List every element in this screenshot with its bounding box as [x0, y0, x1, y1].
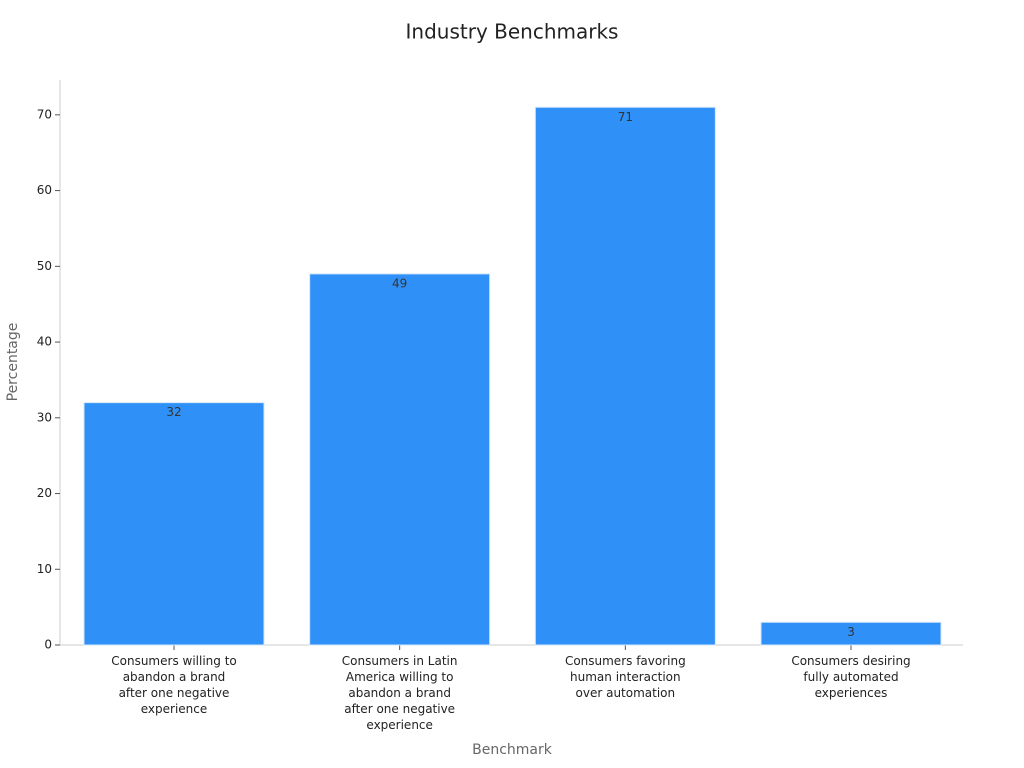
x-tick-label-box: Consumers willing to abandon a brand aft… [111, 654, 237, 716]
y-tick-label: 0 [44, 638, 52, 652]
x-tick-label: Consumers in Latin America willing to ab… [341, 654, 458, 732]
y-axis-label: Percentage [5, 323, 21, 402]
x-tick-label: Consumers willing to abandon a brand aft… [111, 654, 237, 716]
x-tick-label: Consumers favoring human interaction ove… [564, 654, 686, 700]
value-label: 49 [392, 276, 407, 290]
value-label: 32 [166, 405, 181, 419]
y-tick-label: 10 [37, 562, 52, 576]
y-tick-label: 50 [37, 259, 52, 273]
x-axis-label: Benchmark [472, 742, 553, 758]
x-tick-label-box: Consumers favoring human interaction ove… [564, 654, 686, 700]
y-tick-label: 60 [37, 183, 52, 197]
y-tick-label: 40 [37, 335, 52, 349]
y-tick-label: 70 [37, 107, 52, 121]
value-label: 3 [847, 625, 855, 639]
value-label: 71 [618, 110, 633, 124]
x-tick-label: Consumers desiring fully automated exper… [791, 654, 911, 700]
bar [534, 106, 716, 646]
y-tick-label: 20 [37, 486, 52, 500]
bar [309, 273, 491, 646]
x-tick-label-box: Consumers desiring fully automated exper… [791, 654, 911, 700]
bar [83, 402, 265, 646]
bar [760, 621, 942, 646]
chart-title: Industry Benchmarks [406, 20, 619, 44]
y-tick-label: 30 [37, 410, 52, 424]
x-tick-label-box: Consumers in Latin America willing to ab… [341, 654, 458, 732]
